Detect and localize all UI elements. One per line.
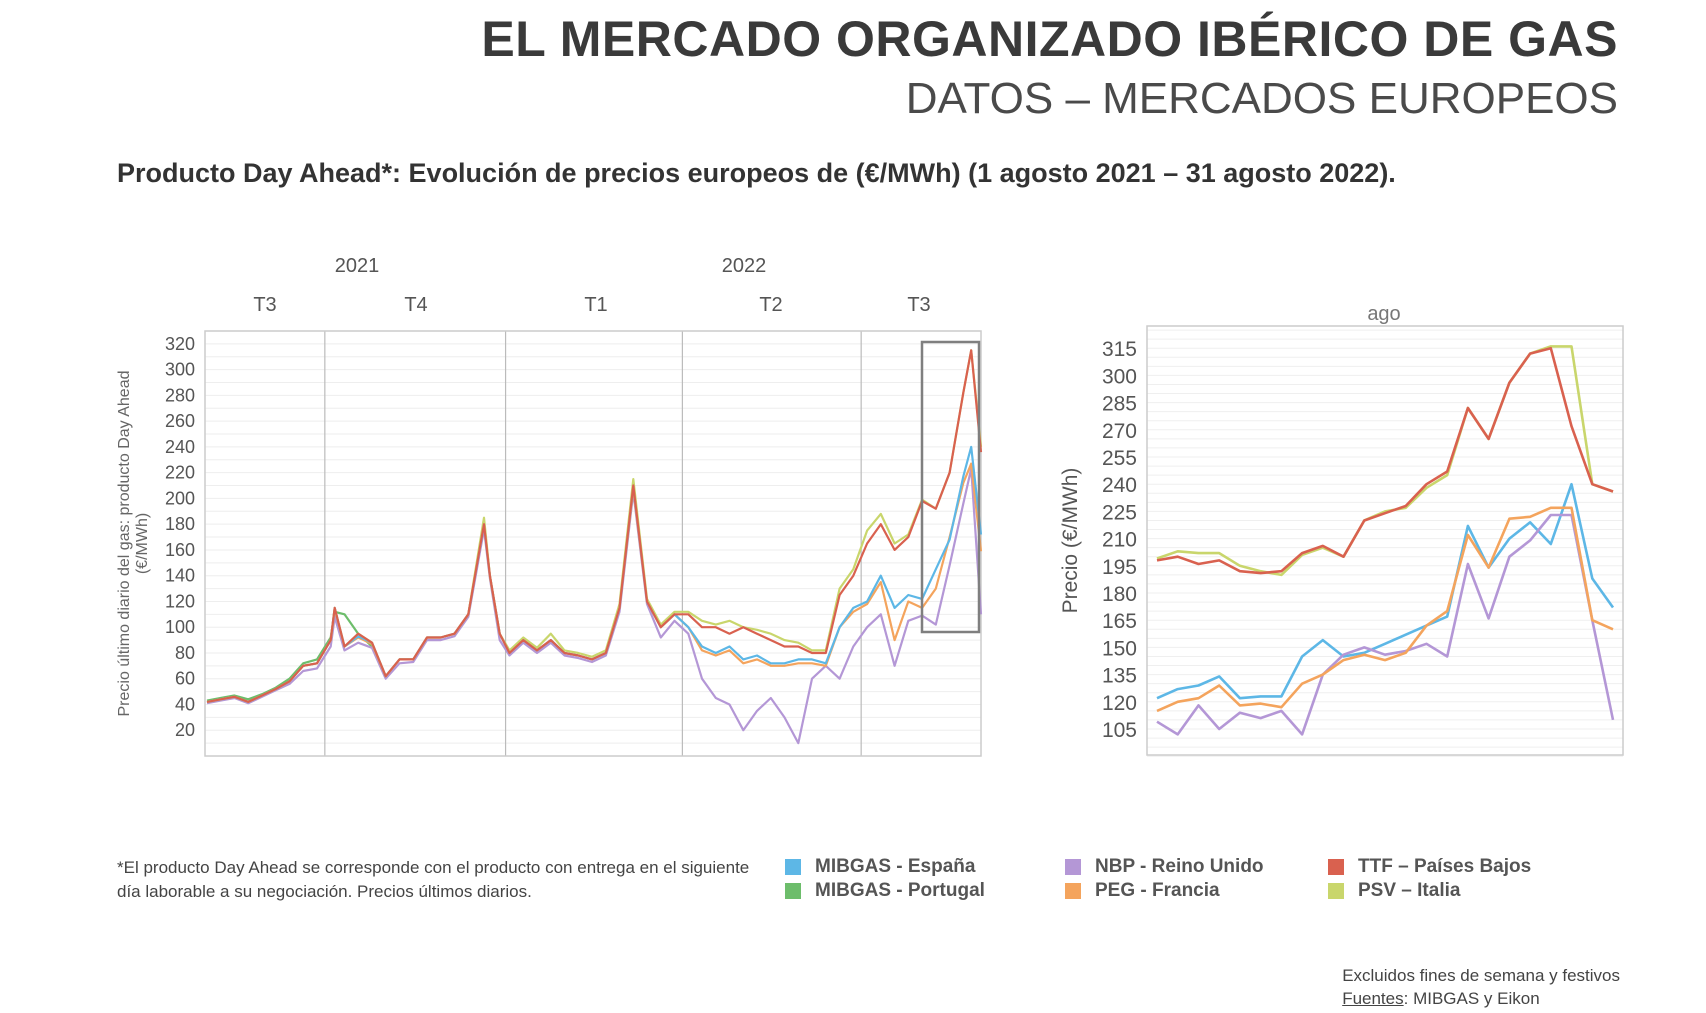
legend-label: PSV – Italia bbox=[1358, 880, 1461, 901]
y-tick-label: 260 bbox=[165, 411, 195, 431]
legend-swatch bbox=[785, 859, 801, 875]
y-tick-label: 210 bbox=[1102, 529, 1137, 552]
quarter-label: T3 bbox=[253, 294, 276, 316]
y-tick-label: 105 bbox=[1102, 719, 1137, 742]
month-label: ago bbox=[1367, 303, 1400, 325]
series-line-mibgas-portugal bbox=[206, 610, 373, 702]
sources-text: : MIBGAS y Eikon bbox=[1403, 989, 1540, 1008]
quarter-label: T1 bbox=[584, 294, 607, 316]
series-line-peg-francia bbox=[1156, 506, 1614, 713]
quarter-label: T3 bbox=[907, 294, 930, 316]
sub-title: DATOS – MERCADOS EUROPEOS bbox=[905, 74, 1618, 123]
y-tick-label: 165 bbox=[1102, 610, 1137, 633]
y-axis-label-line: (€/MWh) bbox=[134, 513, 151, 574]
sources-label: Fuentes bbox=[1342, 989, 1404, 1008]
y-tick-label: 280 bbox=[165, 385, 195, 405]
y-tick-label: 180 bbox=[1102, 583, 1137, 606]
series-line-psv-italia bbox=[1156, 345, 1614, 577]
series-line-mibgas-espana bbox=[1156, 482, 1615, 700]
y-tick-label: 60 bbox=[175, 669, 195, 689]
legend-swatch bbox=[785, 883, 801, 899]
y-tick-label: 200 bbox=[165, 488, 195, 508]
y-tick-label: 220 bbox=[165, 463, 195, 483]
plot-frame bbox=[204, 330, 982, 757]
right-chart: 105 120 135 150 165 180 195 210 225 240 255 270 285 3… bbox=[1059, 303, 1624, 757]
series-line-nbp-reino-unido bbox=[1156, 513, 1615, 736]
legend-label: MIBGAS - Portugal bbox=[815, 880, 985, 901]
footnote: *El producto Day Ahead se corresponde co… bbox=[117, 858, 750, 901]
legend-swatch bbox=[1328, 859, 1344, 875]
legend-label: TTF – Países Bajos bbox=[1358, 856, 1532, 877]
y-tick-label: 160 bbox=[165, 540, 195, 560]
y-tick-label: 140 bbox=[165, 566, 195, 586]
quarter-label: T2 bbox=[759, 294, 782, 316]
y-tick-label: 300 bbox=[1102, 365, 1137, 388]
y-tick-label: 120 bbox=[165, 591, 195, 611]
zoom-highlight-box bbox=[920, 340, 981, 634]
legend-swatch bbox=[1065, 859, 1081, 875]
legend-swatch bbox=[1065, 883, 1081, 899]
y-tick-label: 180 bbox=[165, 514, 195, 534]
year-label: 2022 bbox=[722, 255, 767, 277]
legend-label: PEG - Francia bbox=[1095, 880, 1220, 901]
y-tick-label: 285 bbox=[1102, 393, 1137, 416]
left-chart: 20 40 60 80 100 120 140 160 180 200 220 240 260 280 30… bbox=[116, 255, 983, 757]
legend-label: MIBGAS - España bbox=[815, 856, 976, 877]
y-tick-label: 225 bbox=[1102, 501, 1137, 524]
y-axis-label: Precio (€/MWh) bbox=[1059, 468, 1082, 614]
y-tick-label: 80 bbox=[175, 643, 195, 663]
series-line-ttf-paises-bajos bbox=[1156, 346, 1614, 575]
y-tick-label: 240 bbox=[165, 437, 195, 457]
y-axis-label: Precio último diario del gas: producto D… bbox=[116, 371, 151, 717]
y-tick-label: 40 bbox=[175, 694, 195, 714]
y-tick-label: 20 bbox=[175, 720, 195, 740]
y-tick-label: 315 bbox=[1102, 338, 1137, 361]
legend-item-peg: PEG - Francia bbox=[1065, 880, 1220, 902]
y-tick-label: 320 bbox=[165, 334, 195, 354]
y-tick-label: 120 bbox=[1102, 692, 1137, 715]
sources-line: Fuentes: MIBGAS y Eikon bbox=[1342, 987, 1620, 1010]
legend-swatch bbox=[1328, 883, 1344, 899]
legend-item-ttf: TTF – Países Bajos bbox=[1328, 856, 1531, 878]
main-title: EL MERCADO ORGANIZADO IBÉRICO DE GAS bbox=[481, 11, 1618, 67]
y-axis-label-line: Precio último diario del gas: producto D… bbox=[116, 371, 133, 717]
y-tick-label: 240 bbox=[1102, 474, 1137, 497]
sources-note: Excluidos fines de semana y festivos Fue… bbox=[1342, 964, 1620, 1010]
y-tick-label: 135 bbox=[1102, 665, 1137, 688]
legend-label: NBP - Reino Unido bbox=[1095, 856, 1264, 877]
year-label: 2021 bbox=[335, 255, 380, 277]
quarter-label: T4 bbox=[404, 294, 427, 316]
series-line-ttf-paises-bajos bbox=[206, 349, 983, 703]
y-tick-label: 150 bbox=[1102, 637, 1137, 660]
legend-item-mibgas-portugal: MIBGAS - Portugal bbox=[785, 880, 985, 902]
legend-item-nbp: NBP - Reino Unido bbox=[1065, 856, 1264, 878]
exclusion-note: Excluidos fines de semana y festivos bbox=[1342, 966, 1620, 985]
y-tick-label: 255 bbox=[1102, 447, 1137, 470]
plot-frame bbox=[1146, 325, 1624, 756]
y-tick-label: 195 bbox=[1102, 556, 1137, 579]
legend-item-mibgas-espana: MIBGAS - España bbox=[785, 856, 975, 878]
y-tick-label: 300 bbox=[165, 360, 195, 380]
y-tick-label: 270 bbox=[1102, 420, 1137, 443]
chart-heading: Producto Day Ahead*: Evolución de precio… bbox=[117, 158, 1396, 188]
legend-item-psv: PSV – Italia bbox=[1328, 880, 1460, 902]
y-tick-label: 100 bbox=[165, 617, 195, 637]
